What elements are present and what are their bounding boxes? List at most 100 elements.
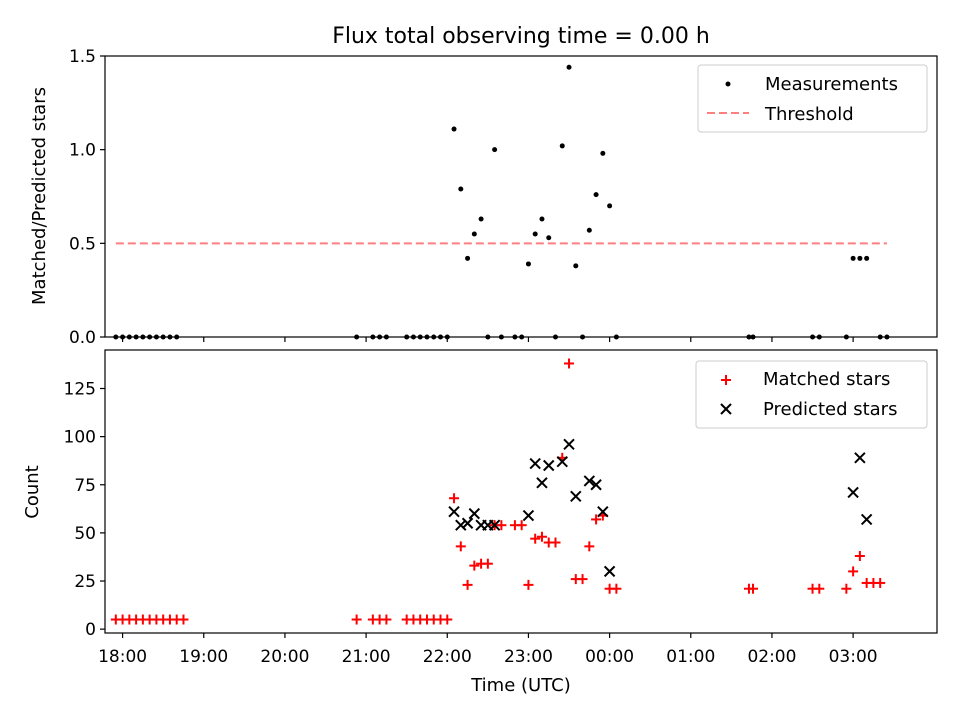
bottom-xtick-label: 02:00	[747, 647, 796, 667]
matched-star-marker	[564, 358, 575, 369]
measurement-point	[864, 255, 870, 261]
measurement-point	[552, 334, 558, 340]
predicted-star-marker	[854, 452, 866, 464]
measurement-point	[113, 334, 119, 340]
measurement-point	[857, 255, 863, 261]
matched-star-marker	[381, 614, 392, 625]
measurement-point	[431, 334, 437, 340]
top-legend-box	[697, 64, 928, 133]
measurement-point	[485, 334, 491, 340]
matched-star-marker	[482, 558, 493, 569]
bottom-xtick-label: 20:00	[260, 647, 309, 667]
predicted-star-marker	[556, 455, 568, 468]
matched-star-marker	[516, 520, 527, 531]
legend-threshold-label: Threshold	[764, 104, 854, 125]
predicted-star-marker-b	[597, 506, 609, 518]
matched-star-marker	[550, 537, 561, 548]
measurement-point	[816, 334, 822, 340]
measurement-point	[580, 334, 586, 340]
measurement-point	[383, 334, 389, 340]
predicted-star-marker-b	[448, 506, 460, 518]
measurement-point	[354, 334, 360, 340]
measurement-point	[586, 227, 592, 233]
measurement-point	[884, 334, 890, 340]
predicted-star-marker	[597, 506, 609, 518]
legend-measurements-marker	[725, 81, 731, 87]
matched-star-marker	[496, 520, 507, 531]
measurement-point	[566, 64, 572, 70]
measurement-point	[750, 334, 756, 340]
bottom-legend: Matched stars Predicted stars	[695, 360, 928, 429]
predicted-star-marker-b	[847, 486, 859, 499]
measurement-point	[133, 334, 139, 340]
legend-predicted-marker	[720, 403, 732, 415]
predicted-star-marker-b	[529, 457, 541, 470]
bottom-xtick-label: 23:00	[504, 647, 553, 667]
matched-star-marker	[523, 579, 534, 590]
predicted-star-marker	[488, 519, 501, 531]
predicted-star-marker-b	[488, 519, 501, 531]
measurement-point	[410, 334, 416, 340]
bottom-plot-frame	[104, 349, 938, 634]
measurement-point	[810, 334, 816, 340]
measurement-point	[444, 334, 450, 340]
legend-matched-marker	[721, 375, 731, 385]
measurement-point	[167, 334, 173, 340]
bottom-legend-box	[695, 360, 928, 429]
x-axis-label: Time (UTC)	[470, 675, 571, 696]
matched-star-marker	[841, 583, 852, 594]
predicted-star-marker-b	[536, 477, 548, 489]
bottom-xtick-label: 21:00	[342, 647, 391, 667]
matched-star-marker	[814, 583, 825, 594]
predicted-star-marker	[455, 519, 467, 531]
matched-star-marker	[462, 579, 473, 590]
measurement-point	[458, 186, 464, 192]
measurement-point	[147, 334, 153, 340]
matched-star-marker	[536, 531, 547, 542]
predicted-star-marker	[570, 490, 582, 503]
predicted-star-marker-b	[583, 475, 596, 487]
predicted-star-marker-b	[854, 452, 866, 464]
predicted-star-marker-b	[603, 565, 616, 578]
measurement-point	[607, 203, 613, 209]
predicted-star-marker	[468, 507, 481, 520]
bottom-ytick-label: 75	[74, 476, 96, 496]
measurement-point	[492, 147, 498, 153]
matched-star-marker	[611, 583, 622, 594]
measurement-point	[153, 334, 159, 340]
measurement-point	[404, 334, 410, 340]
bottom-y-axis-label: Count	[22, 465, 43, 518]
panel-bottom: 0 25 50 75 100 125 18:00 19:00 20:00 21:00 22:00 2…	[22, 349, 938, 696]
matched-star-marker	[449, 493, 460, 504]
panel-top: 0.0 0.5 1.0 1.5 Matched/Predicted stars Mea…	[29, 47, 938, 348]
measurement-point	[438, 334, 444, 340]
bottom-xtick-label: 19:00	[179, 647, 228, 667]
bottom-xtick-label: 01:00	[666, 647, 715, 667]
matched-star-marker	[875, 577, 886, 588]
measurement-point	[160, 334, 166, 340]
measurement-point	[140, 334, 146, 340]
predicted-star-marker	[563, 438, 575, 451]
predicted-star-marker-b	[860, 513, 873, 526]
bottom-xtick-label: 22:00	[423, 647, 472, 667]
measurement-point	[600, 150, 606, 156]
matched-star-marker	[584, 541, 595, 552]
predicted-star-marker	[860, 513, 873, 526]
predicted-star-marker-b	[590, 479, 602, 491]
matched-star-marker	[469, 560, 480, 571]
top-y-axis-label: Matched/Predicted stars	[29, 87, 50, 305]
measurement-point	[478, 216, 484, 222]
measurement-point	[746, 334, 752, 340]
measurement-point	[877, 334, 883, 340]
bottom-ytick-label: 50	[74, 524, 96, 544]
top-ytick-label: 0.5	[69, 234, 96, 254]
measurement-point	[539, 216, 545, 222]
top-ytick-label: 1.0	[69, 141, 96, 161]
measurement-point	[850, 255, 856, 261]
measurement-point	[417, 334, 423, 340]
bottom-ytick-label: 25	[74, 572, 96, 592]
predicted-star-marker-b	[543, 459, 555, 472]
measurement-point	[512, 334, 518, 340]
predicted-star-marker	[543, 459, 555, 472]
